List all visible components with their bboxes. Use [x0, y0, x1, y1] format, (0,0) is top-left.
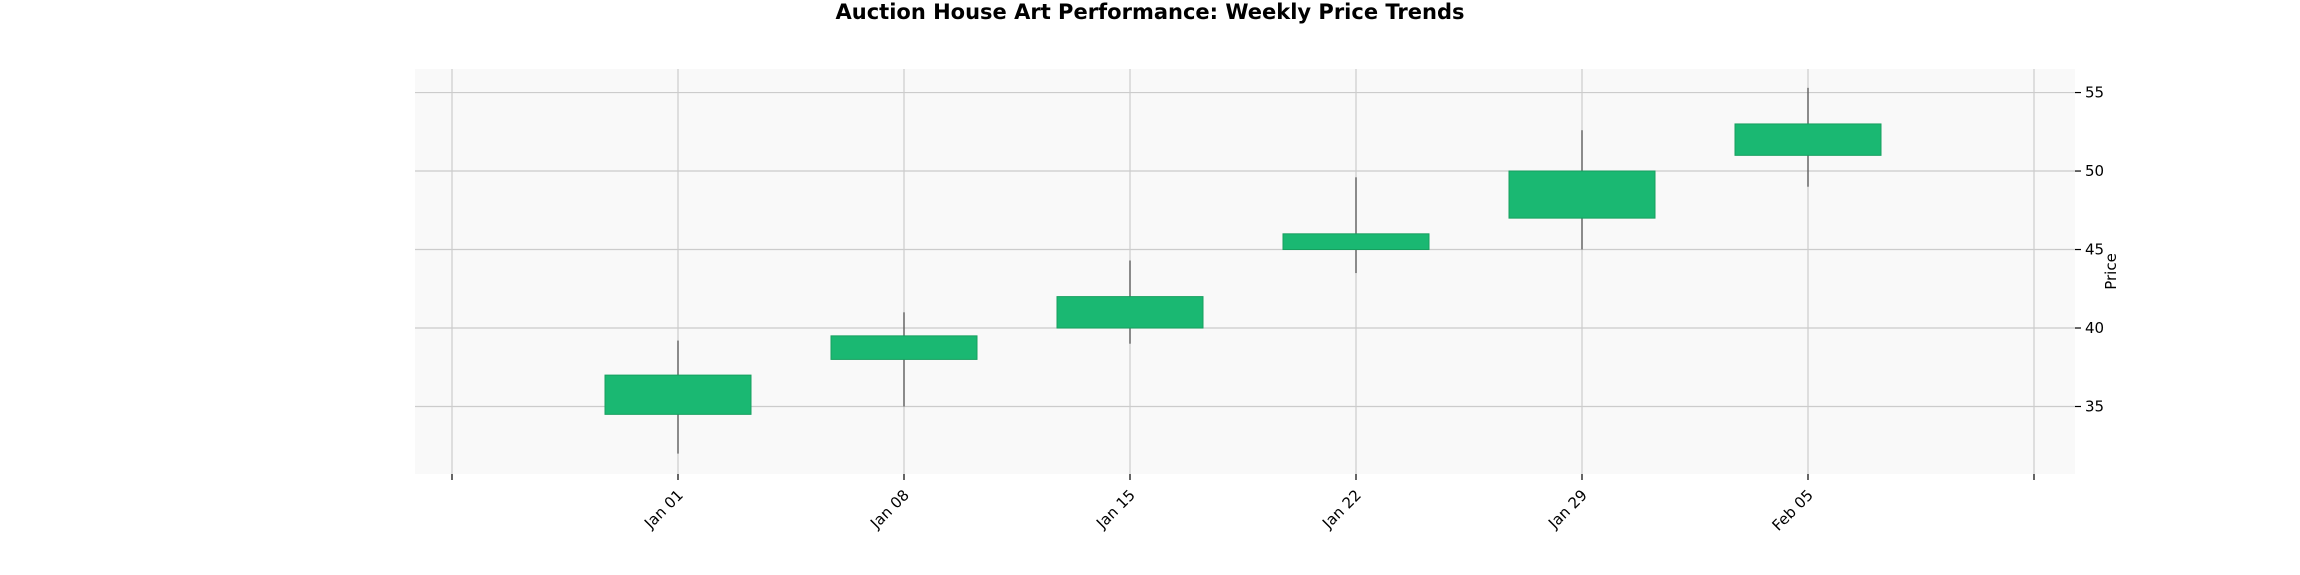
- y-tick-label: 40: [2085, 319, 2104, 337]
- candle-body: [1734, 123, 1882, 156]
- x-tick-label: Jan 01: [640, 486, 687, 533]
- x-axis: Jan 01 Jan 08 Jan 15 Jan 22 Jan 29 Feb 05: [451, 474, 2035, 534]
- y-axis-label: Price: [2102, 253, 2120, 290]
- candles: [604, 87, 1882, 454]
- candle: [1734, 87, 1882, 187]
- candle: [1508, 130, 1656, 250]
- x-tick-label: Jan 15: [1092, 486, 1139, 533]
- candle: [1282, 177, 1430, 274]
- y-tick-label: 45: [2085, 241, 2104, 259]
- candle-body: [1056, 296, 1204, 329]
- x-tick-label: Jan 22: [1318, 486, 1365, 533]
- chart-title: Auction House Art Performance: Weekly Pr…: [835, 0, 1465, 24]
- x-tick-label: Feb 05: [1768, 486, 1816, 534]
- y-tick-label: 50: [2085, 162, 2104, 180]
- y-axis: 35 40 45 50 55: [2075, 84, 2104, 416]
- candle-body: [830, 335, 978, 360]
- candle: [604, 340, 752, 454]
- x-tick-label: Jan 29: [1544, 486, 1591, 533]
- candle-body: [1508, 170, 1656, 219]
- candle: [1056, 260, 1204, 344]
- candle-body: [1282, 233, 1430, 251]
- x-tick-label: Jan 08: [866, 486, 913, 533]
- y-tick-label: 35: [2085, 398, 2104, 416]
- candle-body: [604, 374, 752, 415]
- y-tick-label: 55: [2085, 84, 2104, 102]
- candle: [830, 312, 978, 407]
